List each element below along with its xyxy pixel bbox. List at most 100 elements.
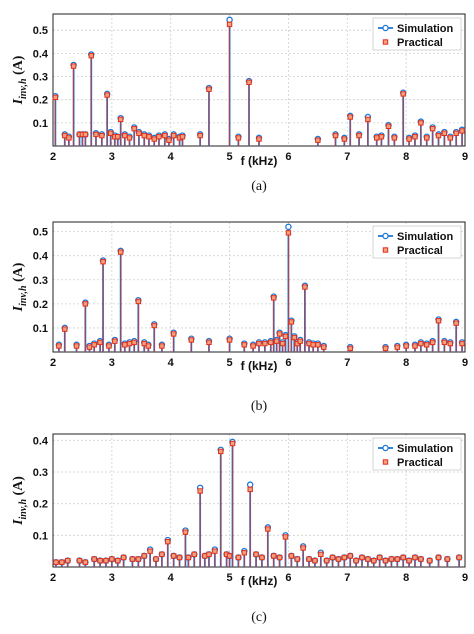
simulation-marker bbox=[285, 223, 292, 231]
practical-marker bbox=[170, 132, 177, 139]
x-tick-label: 4 bbox=[168, 572, 175, 584]
practical-marker bbox=[246, 79, 252, 86]
practical-marker bbox=[117, 249, 124, 255]
panel-caption: (a) bbox=[251, 179, 267, 194]
practical-marker bbox=[52, 94, 59, 101]
practical-marker bbox=[146, 134, 152, 140]
practical-marker bbox=[226, 337, 233, 343]
x-tick-label: 8 bbox=[403, 151, 409, 163]
practical-marker bbox=[276, 554, 283, 561]
practical-marker bbox=[131, 339, 137, 346]
practical-marker bbox=[321, 344, 327, 350]
practical-marker bbox=[294, 556, 300, 562]
practical-marker bbox=[394, 556, 401, 562]
practical-marker bbox=[388, 556, 395, 562]
practical-marker bbox=[453, 130, 459, 136]
practical-marker bbox=[418, 556, 424, 562]
practical-marker bbox=[276, 331, 283, 337]
practical-marker bbox=[247, 486, 253, 493]
y-tick-label: 0.2 bbox=[33, 499, 48, 511]
practical-marker bbox=[218, 448, 224, 455]
x-tick-label: 8 bbox=[403, 357, 409, 369]
y-axis-label: Iinv,h (A) bbox=[11, 262, 29, 312]
x-tick-label: 5 bbox=[227, 357, 233, 369]
practical-marker bbox=[453, 320, 459, 326]
plot-frame bbox=[52, 433, 466, 568]
practical-marker bbox=[378, 134, 385, 140]
practical-marker bbox=[62, 326, 68, 332]
practical-marker bbox=[100, 259, 106, 265]
y-tick-label: 0.5 bbox=[33, 227, 48, 239]
y-tick-label: 0.2 bbox=[33, 299, 48, 311]
practical-marker bbox=[435, 318, 442, 324]
x-tick-label: 3 bbox=[109, 151, 115, 163]
practical-marker bbox=[88, 52, 94, 59]
x-axis-label: f (kHz) bbox=[241, 154, 278, 168]
practical-marker bbox=[412, 134, 418, 140]
practical-marker bbox=[97, 339, 103, 346]
practical-marker bbox=[376, 554, 383, 561]
practical-marker bbox=[268, 339, 274, 346]
x-tick-label: 6 bbox=[285, 151, 291, 163]
practical-marker bbox=[459, 340, 465, 347]
x-tick-label: 5 bbox=[227, 151, 233, 163]
practical-marker bbox=[112, 338, 118, 344]
practical-marker bbox=[151, 322, 157, 329]
y-axis-label-subscript: inv,h bbox=[18, 285, 29, 306]
legend-simulation-label: Simulation bbox=[397, 231, 454, 243]
practical-marker bbox=[347, 553, 353, 559]
practical-marker bbox=[262, 340, 268, 347]
practical-marker bbox=[310, 342, 316, 348]
practical-marker bbox=[109, 556, 115, 562]
y-axis-label-unit: (A) bbox=[11, 476, 26, 499]
practical-marker bbox=[447, 340, 453, 347]
practical-marker bbox=[312, 557, 318, 564]
practical-marker bbox=[162, 132, 168, 139]
y-axis-label: Iinv,h (A) bbox=[11, 55, 29, 105]
practical-marker bbox=[103, 557, 109, 564]
x-axis-label: f (kHz) bbox=[241, 359, 278, 373]
practical-marker bbox=[206, 339, 212, 346]
y-axis-label-unit: (A) bbox=[11, 262, 26, 285]
practical-marker bbox=[70, 63, 77, 69]
practical-marker bbox=[166, 137, 172, 143]
legend-practical-marker bbox=[382, 39, 389, 45]
practical-marker bbox=[447, 135, 453, 141]
practical-marker bbox=[256, 136, 262, 142]
practical-marker bbox=[279, 340, 286, 347]
practical-marker bbox=[382, 557, 389, 564]
practical-marker bbox=[159, 343, 165, 349]
legend-practical-label: Practical bbox=[397, 37, 443, 49]
x-tick-label: 9 bbox=[462, 572, 468, 584]
y-axis-label-unit: (A) bbox=[11, 55, 26, 78]
practical-marker bbox=[115, 134, 121, 140]
y-tick-label: 0.1 bbox=[33, 530, 48, 542]
x-tick-label: 9 bbox=[462, 357, 468, 369]
practical-marker bbox=[429, 125, 436, 132]
x-axis-label: f (kHz) bbox=[241, 574, 278, 588]
practical-marker bbox=[400, 554, 406, 561]
practical-marker bbox=[185, 554, 192, 561]
practical-marker bbox=[135, 298, 142, 305]
legend-simulation-label: Simulation bbox=[397, 23, 454, 35]
y-tick-label: 0.3 bbox=[33, 72, 48, 84]
practical-marker bbox=[241, 550, 247, 556]
practical-marker bbox=[273, 338, 280, 344]
practical-marker bbox=[391, 135, 398, 141]
practical-marker bbox=[341, 554, 348, 561]
practical-marker bbox=[59, 559, 65, 565]
x-tick-label: 6 bbox=[285, 357, 291, 369]
practical-marker bbox=[93, 131, 99, 138]
y-axis-label-symbol: I bbox=[11, 519, 26, 526]
x-tick-label: 2 bbox=[50, 572, 56, 584]
practical-marker bbox=[302, 284, 308, 290]
y-tick-label: 0.4 bbox=[33, 251, 49, 263]
chart-panel-1: 2 3 4 5 6 7 8 9 0.1 0.2 0.3 0.4 0.5 Simulation Practic… bbox=[11, 13, 468, 194]
practical-marker bbox=[136, 130, 142, 136]
legend-simulation-marker bbox=[382, 232, 389, 240]
practical-marker bbox=[356, 132, 362, 139]
y-tick-label: 0.2 bbox=[33, 95, 48, 107]
y-tick-label: 0.1 bbox=[33, 323, 48, 335]
practical-marker bbox=[418, 120, 424, 126]
practical-marker bbox=[165, 538, 171, 545]
